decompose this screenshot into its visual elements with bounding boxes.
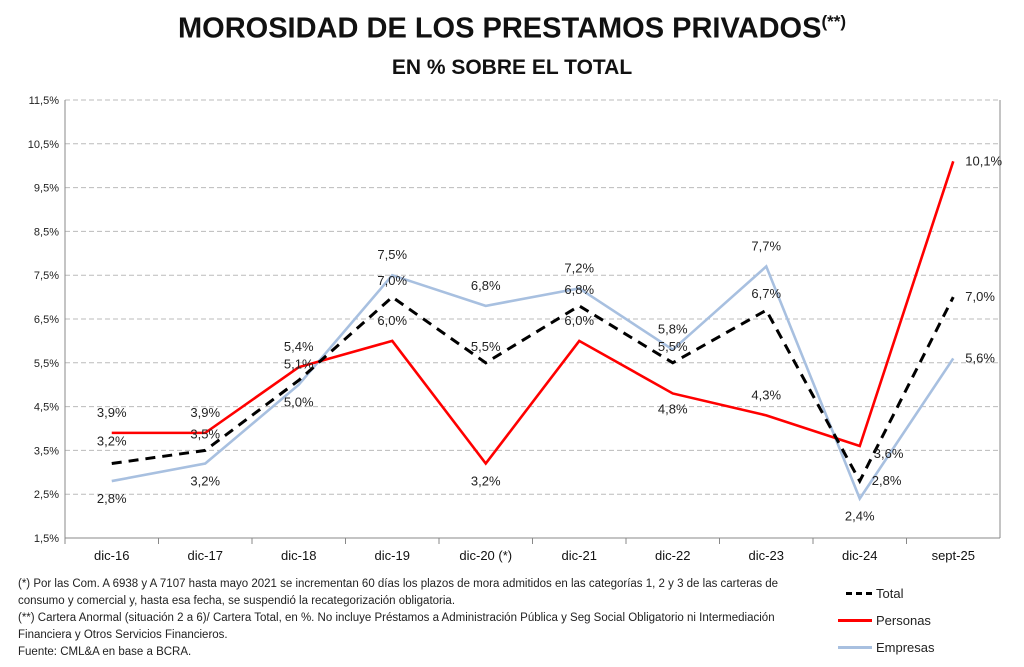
y-tick-label: 8,5% <box>34 226 59 238</box>
x-tick-label: dic-17 <box>188 548 223 563</box>
legend-swatch-total <box>846 592 872 595</box>
data-label: 6,0% <box>564 313 594 328</box>
y-tick-label: 10,5% <box>28 139 59 151</box>
x-tick-label: dic-16 <box>94 548 129 563</box>
legend-label: Empresas <box>876 640 935 655</box>
footnote-1: (*) Por las Com. A 6938 y A 7107 hasta m… <box>18 578 779 607</box>
series-line-empresas <box>111 264 955 502</box>
legend-item-empresas: Empresas <box>838 634 935 661</box>
y-tick-label: 4,5% <box>34 402 59 414</box>
data-label: 3,9% <box>190 405 220 420</box>
x-tick-label: dic-19 <box>375 548 410 563</box>
y-tick-label: 9,5% <box>34 183 59 195</box>
legend-label: Personas <box>876 613 931 628</box>
legend: Total Personas Empresas <box>838 580 935 661</box>
data-label: 7,5% <box>377 247 407 262</box>
x-tick-label: dic-21 <box>562 548 597 563</box>
data-label: 7,0% <box>377 273 407 288</box>
legend-label: Total <box>876 586 904 601</box>
data-label: 10,1% <box>965 153 1002 168</box>
series-line-total <box>111 295 955 485</box>
data-label: 6,0% <box>377 313 407 328</box>
data-label: 7,0% <box>965 289 995 304</box>
data-label: 2,8% <box>97 491 127 506</box>
y-tick-label: 5,5% <box>34 358 59 370</box>
footnote-source: Fuente: CML&A en base a BCRA. <box>18 646 192 658</box>
y-tick-label: 1,5% <box>34 533 59 545</box>
data-label: 5,8% <box>658 322 688 337</box>
legend-swatch-personas <box>838 619 872 622</box>
data-label: 3,5% <box>190 426 220 441</box>
data-label: 3,6% <box>874 446 904 461</box>
data-label: 3,2% <box>471 474 501 489</box>
data-label: 5,5% <box>658 339 688 354</box>
x-tick-label: dic-23 <box>749 548 784 563</box>
data-label: 3,9% <box>97 405 127 420</box>
data-label: 3,2% <box>190 474 220 489</box>
y-tick-label: 11,5% <box>29 95 60 107</box>
data-label: 7,2% <box>564 260 594 275</box>
x-tick-label: dic-24 <box>842 548 877 563</box>
data-label: 6,8% <box>564 282 594 297</box>
y-tick-label: 3,5% <box>34 445 59 457</box>
legend-item-personas: Personas <box>838 607 935 634</box>
y-tick-label: 7,5% <box>34 270 59 282</box>
footnotes: (*) Por las Com. A 6938 y A 7107 hasta m… <box>18 576 818 661</box>
legend-swatch-empresas <box>838 646 872 649</box>
footnote-2: (**) Cartera Anormal (situación 2 a 6)/ … <box>18 612 775 641</box>
series-line-personas <box>111 160 955 466</box>
legend-item-total: Total <box>838 580 935 607</box>
data-label: 2,8% <box>872 473 902 488</box>
x-tick-label: dic-18 <box>281 548 316 563</box>
data-label: 5,0% <box>284 395 314 410</box>
data-label: 5,5% <box>471 339 501 354</box>
y-tick-label: 6,5% <box>34 314 59 326</box>
data-label: 6,7% <box>751 286 781 301</box>
data-label: 4,3% <box>751 387 781 402</box>
title-text: MOROSIDAD DE LOS PRESTAMOS PRIVADOS <box>178 12 822 45</box>
data-label: 5,1% <box>284 356 314 371</box>
title-suffix: (**) <box>821 12 846 31</box>
data-label: 4,8% <box>658 401 688 416</box>
data-label: 5,6% <box>965 350 995 365</box>
x-tick-label: dic-22 <box>655 548 690 563</box>
data-label: 5,4% <box>284 339 314 354</box>
y-tick-label: 2,5% <box>34 489 59 501</box>
chart-title: MOROSIDAD DE LOS PRESTAMOS PRIVADOS(**) <box>0 12 1024 46</box>
data-label: 3,2% <box>97 434 127 449</box>
chart-subtitle: EN % SOBRE EL TOTAL <box>391 56 633 79</box>
data-label: 6,8% <box>471 278 501 293</box>
x-tick-label: dic-20 (*) <box>459 548 512 563</box>
data-label: 2,4% <box>845 509 875 524</box>
x-tick-label: sept-25 <box>932 548 975 563</box>
data-label: 7,7% <box>751 238 781 253</box>
